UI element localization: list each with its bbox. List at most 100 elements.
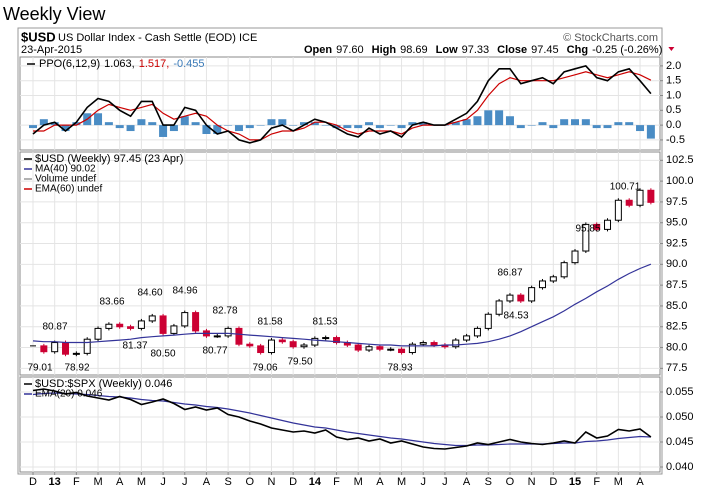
histogram-bar: [386, 125, 395, 126]
candle: [257, 345, 265, 354]
quote-value: 97.45: [531, 44, 559, 56]
y-tick-label: -0.5: [666, 134, 685, 146]
histogram-bar: [375, 125, 384, 129]
x-tick-label: F: [593, 476, 600, 488]
y-tick-label: 95.0: [666, 217, 687, 229]
x-tick-label: M: [137, 476, 146, 488]
candle: [246, 343, 254, 347]
x-tick-label: M: [397, 476, 406, 488]
candle: [170, 325, 178, 334]
candle: [419, 342, 427, 345]
candle: [267, 339, 275, 354]
histogram-bar: [202, 125, 211, 135]
histogram-bar: [169, 125, 178, 132]
histogram-bar: [505, 116, 514, 126]
histogram-bar: [495, 110, 504, 126]
histogram-bar: [462, 119, 471, 126]
histogram-bar: [560, 119, 569, 126]
price-annotation: 84.53: [503, 311, 528, 322]
quote-name: Low: [436, 44, 458, 56]
candle: [51, 342, 59, 353]
candle: [224, 327, 232, 337]
candle: [365, 346, 373, 351]
x-tick-label: S: [485, 476, 492, 488]
candle: [62, 342, 70, 355]
candle: [484, 313, 492, 329]
histogram-bar: [397, 125, 406, 129]
histogram-bar: [419, 122, 428, 126]
histogram-bar: [625, 122, 634, 126]
histogram-bar: [72, 122, 81, 126]
candle: [181, 312, 189, 327]
x-tick-label: M: [93, 476, 102, 488]
candle: [495, 300, 503, 315]
y-tick-label: 2.0: [666, 60, 681, 72]
x-tick-label: M: [354, 476, 363, 488]
y-tick-label: 90.0: [666, 258, 687, 270]
x-tick-label: A: [203, 476, 211, 488]
legend-entry: EMA(60) undef: [35, 184, 102, 195]
candle: [571, 250, 579, 264]
y-tick-label: 1.5: [666, 75, 681, 87]
candle: [430, 342, 438, 346]
histogram-bar: [614, 122, 623, 126]
candle: [311, 337, 319, 346]
x-tick-label: O: [506, 476, 515, 488]
legend-entry: $USD:$SPX (Weekly) 0.046: [35, 378, 172, 390]
histogram-bar: [538, 122, 547, 126]
quote-name: High: [372, 44, 397, 56]
candle: [278, 339, 286, 343]
histogram-bar: [126, 125, 135, 132]
x-tick-label: D: [549, 476, 557, 488]
x-tick-label: F: [333, 476, 340, 488]
candle: [213, 335, 221, 338]
legend-entry: Volume undef: [35, 174, 96, 185]
x-tick-label: D: [29, 476, 37, 488]
price-annotation: 80.50: [150, 349, 175, 360]
price-annotation: 78.93: [387, 363, 412, 374]
histogram-bar: [592, 125, 601, 129]
histogram-bar: [159, 125, 168, 137]
candle: [528, 287, 536, 302]
quote-name: Open: [304, 44, 332, 56]
candle: [148, 315, 156, 322]
price-annotation: 79.06: [252, 363, 277, 374]
price-annotation: 80.77: [202, 346, 227, 357]
x-tick-label: J: [182, 476, 188, 488]
candle: [452, 339, 460, 348]
candle: [322, 337, 330, 340]
candle: [398, 348, 406, 354]
price-annotation: 84.96: [172, 286, 197, 297]
histogram-bar: [224, 125, 233, 126]
histogram-bar: [94, 113, 103, 126]
x-tick-label: O: [246, 476, 255, 488]
candle: [116, 323, 124, 328]
y-tick-label: 0.055: [666, 386, 694, 398]
histogram-bar: [256, 125, 265, 126]
y-tick-label: 82.5: [666, 321, 687, 333]
price-annotation: 80.87: [42, 322, 67, 333]
price-annotation: 83.66: [99, 297, 124, 308]
histogram-bar: [50, 122, 59, 126]
histogram-bar: [104, 122, 113, 126]
x-tick-label: N: [268, 476, 276, 488]
instrument-name: US Dollar Index - Cash Settle (EOD) ICE: [58, 32, 257, 44]
histogram-bar: [321, 125, 330, 126]
symbol: $USD: [21, 29, 56, 44]
candle: [636, 189, 644, 206]
legend-entry: PPO(6,12,9): [39, 58, 100, 70]
x-tick-label: A: [376, 476, 384, 488]
price-annotation: 81.53: [312, 317, 337, 328]
quote-value: 97.33: [462, 44, 490, 56]
histogram-bar: [137, 119, 146, 126]
histogram-bar: [115, 125, 124, 129]
y-tick-label: 92.5: [666, 237, 687, 249]
y-tick-label: 0.5: [666, 104, 681, 116]
candle: [473, 327, 481, 337]
series-line: [32, 65, 652, 144]
candle: [83, 338, 91, 354]
price-annotation: 86.87: [497, 268, 522, 279]
price-annotation: 79.01: [27, 363, 52, 374]
y-tick-label: 0.050: [666, 411, 694, 423]
